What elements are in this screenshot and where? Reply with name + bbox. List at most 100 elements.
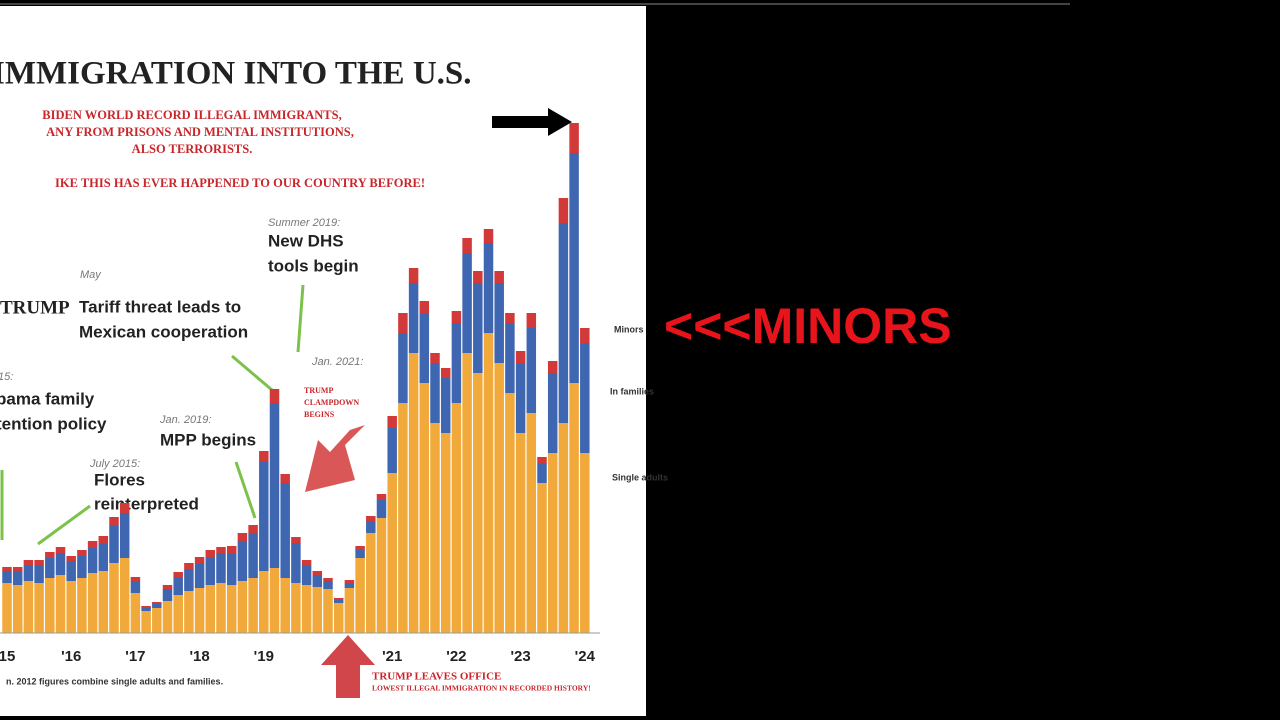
bar-segment bbox=[526, 328, 537, 413]
bar-segment bbox=[473, 283, 483, 373]
bar-segment bbox=[408, 353, 419, 633]
bar-segment bbox=[515, 363, 526, 433]
bar-segment bbox=[473, 373, 483, 633]
bar-segment bbox=[269, 568, 280, 633]
subtitle: IKE THIS HAS EVER HAPPENED TO OUR COUNTR… bbox=[55, 176, 425, 190]
bar-segment bbox=[130, 581, 141, 593]
bar-segment bbox=[323, 589, 333, 633]
bar-segment bbox=[526, 413, 537, 633]
bar-segment bbox=[237, 581, 248, 633]
bar-segment bbox=[547, 361, 558, 373]
bar-segment bbox=[98, 571, 109, 633]
bar-segment bbox=[248, 525, 258, 533]
bar-segment bbox=[226, 553, 237, 585]
bar-segment bbox=[269, 389, 280, 403]
bar-segment bbox=[23, 565, 34, 581]
bar-segment bbox=[558, 423, 569, 633]
bar-segment bbox=[505, 393, 515, 633]
bar-segment bbox=[237, 533, 248, 541]
bar-segment bbox=[194, 563, 205, 588]
bar-segment bbox=[226, 546, 237, 553]
bar-segment bbox=[109, 525, 119, 563]
bar-segment bbox=[34, 565, 44, 583]
bar-segment bbox=[141, 606, 151, 608]
bar-segment bbox=[440, 433, 451, 633]
legend-label: Single adults bbox=[612, 472, 668, 482]
annotation: Mexican cooperation bbox=[79, 322, 248, 341]
annotation: BEGINS bbox=[304, 410, 335, 419]
bar-segment bbox=[23, 560, 34, 565]
bar-segment bbox=[280, 483, 290, 578]
bar-segment bbox=[184, 569, 194, 591]
annotation: TRUMP bbox=[0, 297, 70, 318]
bar-segment bbox=[569, 123, 579, 153]
bar-segment bbox=[558, 223, 569, 423]
bar-segment bbox=[23, 581, 34, 633]
bar-segment bbox=[205, 585, 216, 633]
bar-segment bbox=[580, 453, 590, 633]
annotation: New DHS bbox=[268, 231, 344, 250]
bar-segment bbox=[216, 547, 226, 553]
bar-segment bbox=[451, 323, 462, 403]
x-tick-label: '19 bbox=[254, 648, 274, 665]
annotation: July 2015: bbox=[89, 458, 140, 470]
bar-segment bbox=[173, 572, 183, 577]
bar-segment bbox=[569, 383, 579, 633]
red-arrow bbox=[305, 425, 365, 492]
red-arrow bbox=[321, 635, 375, 698]
bar-segment bbox=[398, 403, 408, 633]
bar-segment bbox=[291, 537, 301, 543]
bar-segment bbox=[323, 578, 333, 581]
bar-segment bbox=[98, 536, 109, 543]
bar-segment bbox=[547, 453, 558, 633]
bar-segment bbox=[462, 353, 472, 633]
bar-segment bbox=[408, 268, 419, 283]
annotation: LOWEST ILLEGAL IMMIGRATION IN RECORDED H… bbox=[372, 684, 591, 693]
bar-segment bbox=[387, 473, 397, 633]
bar-segment bbox=[2, 571, 12, 583]
bar-segment bbox=[205, 557, 216, 585]
bar-segment bbox=[152, 608, 162, 633]
bar-segment bbox=[419, 313, 430, 383]
bar-segment bbox=[66, 581, 76, 633]
bar-segment bbox=[494, 271, 504, 283]
bar-segment bbox=[301, 585, 312, 633]
bar-segment bbox=[387, 416, 397, 428]
bar-segment bbox=[355, 546, 365, 550]
bar-segment bbox=[205, 550, 216, 557]
bar-segment bbox=[109, 563, 119, 633]
bar-segment bbox=[259, 571, 269, 633]
x-tick-label: '17 bbox=[125, 648, 145, 665]
bar-segment bbox=[323, 581, 333, 589]
bar-segment bbox=[344, 580, 355, 583]
bar-segment bbox=[355, 558, 365, 633]
bar-segment bbox=[569, 153, 579, 383]
bar-segment bbox=[440, 378, 451, 433]
annotation: Flores bbox=[94, 470, 145, 489]
bar-segment bbox=[366, 533, 376, 633]
annotation: Jan. 2021: bbox=[311, 356, 363, 368]
bar-segment bbox=[87, 548, 98, 573]
bar-segment bbox=[291, 583, 301, 633]
bar-segment bbox=[119, 558, 130, 633]
annotation-arrow bbox=[37, 504, 91, 546]
bar-segment bbox=[216, 553, 226, 583]
bar-segment bbox=[141, 608, 151, 611]
bar-segment bbox=[494, 283, 504, 363]
bar-segment bbox=[430, 423, 440, 633]
bar-segment bbox=[119, 503, 130, 513]
bar-segment bbox=[12, 567, 23, 571]
bar-segment bbox=[376, 518, 387, 633]
x-tick-label: '18 bbox=[189, 648, 209, 665]
bar-segment bbox=[494, 363, 504, 633]
bar-segment bbox=[55, 553, 66, 575]
bar-segment bbox=[580, 343, 590, 453]
bar-segment bbox=[344, 583, 355, 588]
bar-segment bbox=[66, 556, 76, 561]
bar-segment bbox=[312, 587, 323, 633]
x-tick-label: '21 bbox=[382, 648, 402, 665]
annotation: tools begin bbox=[268, 256, 359, 275]
bar-segment bbox=[248, 533, 258, 578]
overlay-caption: <<<MINORS bbox=[664, 298, 952, 354]
bar-segment bbox=[366, 521, 376, 533]
